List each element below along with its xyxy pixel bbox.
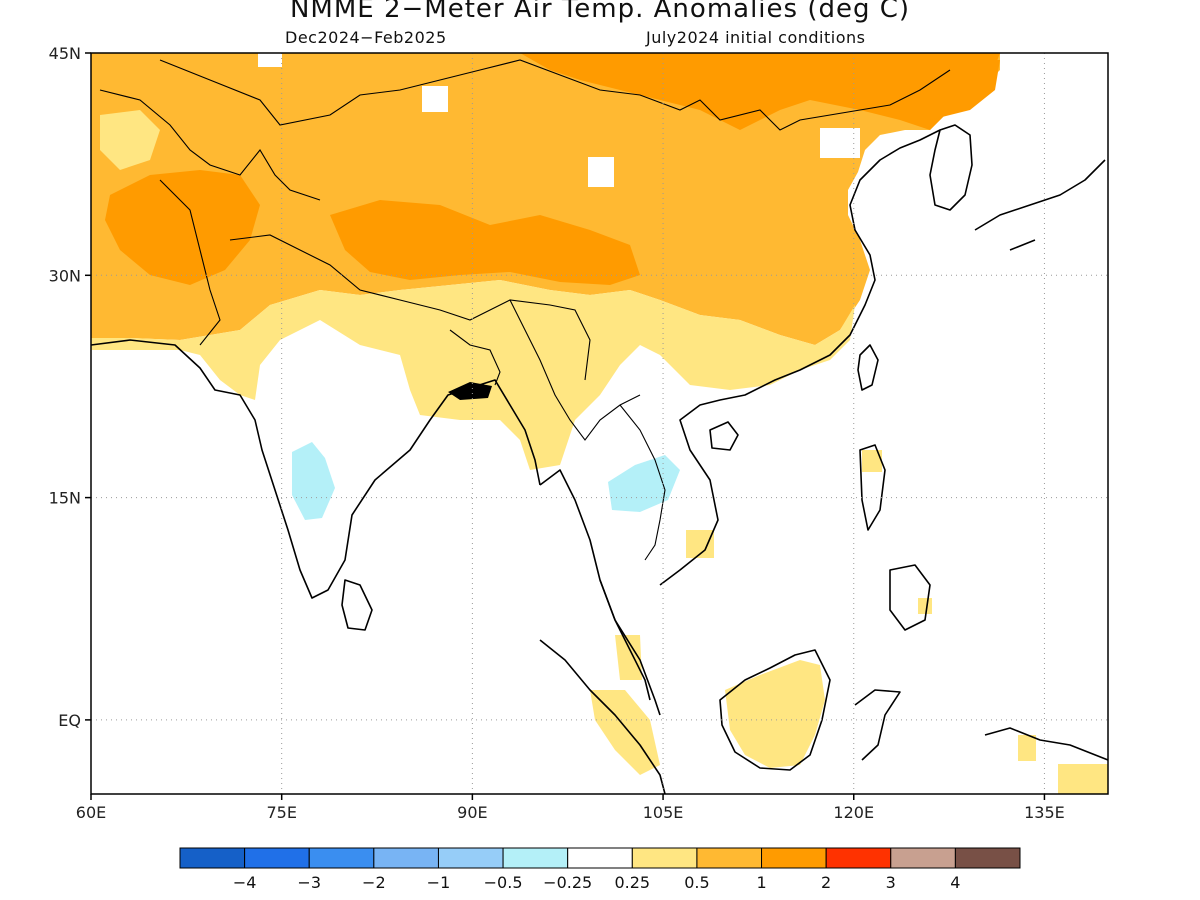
ganges-delta (448, 382, 492, 400)
lon-tick-label: 105E (643, 803, 684, 822)
lon-tick-label: 60E (76, 803, 106, 822)
anomaly-region-0.25-to-0.5-sumatra (590, 690, 660, 775)
colorbar-label: −0.5 (484, 873, 523, 892)
coastline-india (91, 339, 541, 599)
colorbar-swatch (696, 847, 763, 869)
coastline-malaya (599, 579, 651, 701)
coastline-sri-lanka (341, 579, 373, 631)
lat-tick-label: EQ (58, 711, 81, 730)
border-bangladesh (449, 329, 501, 386)
colorbar-swatch (179, 847, 246, 869)
lat-tick-label: 30N (49, 266, 81, 285)
coastline-new-guinea (984, 727, 1108, 761)
coastline-philippines-mindanao (889, 564, 931, 631)
coastline-sulawesi (854, 689, 901, 761)
anomaly-region-0.25-to-0.5-south (91, 280, 855, 470)
colorbar-swatch (244, 847, 310, 869)
country-borders (99, 59, 951, 561)
coastline-philippines-luzon (859, 444, 886, 531)
colorbar-label: −3 (297, 873, 321, 892)
anomaly-region-1-to-2-tibet (330, 200, 640, 285)
map-title: NMME 2−Meter Air Temp. Anomalies (deg C) (289, 0, 911, 24)
map-frame (90, 52, 1109, 795)
colorbar-label: 1 (756, 873, 766, 892)
colorbar-swatch (502, 847, 569, 869)
coastlines (91, 124, 1108, 794)
colorbar-swatch (825, 847, 892, 869)
lon-tick-label: 90E (457, 803, 487, 822)
border-iran-pakistan (159, 179, 221, 346)
anomaly-region-0.25-to-0.5-nw (100, 110, 160, 170)
anomaly-region-0.25-to-0.5-mindanao (918, 598, 932, 614)
lon-tick-label: 75E (266, 803, 296, 822)
border-indochina (619, 404, 666, 561)
border-china-north (159, 59, 951, 131)
coastline-japan (974, 159, 1106, 251)
colorbar-label: −1 (427, 873, 451, 892)
lon-tick-label: 120E (833, 803, 874, 822)
colorbar-label: −2 (362, 873, 386, 892)
longitude-axis: 60E 75E 90E 105E 120E 135E (76, 794, 1065, 822)
colorbar: −4 −3 −2 −1 −0.5 −0.25 0.25 0.5 1 2 3 4 (179, 847, 1021, 892)
coastline-korea (929, 124, 973, 211)
border-central-asia (99, 89, 321, 201)
border-myanmar (509, 299, 641, 441)
colorbar-swatch (373, 847, 439, 869)
colorbar-label: 0.5 (684, 873, 709, 892)
colorbar-swatch (437, 847, 504, 869)
colorbar-swatch (954, 847, 1021, 869)
missing-cell (258, 53, 282, 67)
anomaly-region-neg0.25-to-neg0.5-india (292, 442, 335, 520)
colorbar-label: 4 (950, 873, 960, 892)
colorbar-label: 2 (821, 873, 831, 892)
anomaly-region-0.25-to-0.5-celebes (1018, 735, 1036, 761)
initial-conditions: July2024 initial conditions (646, 28, 866, 47)
colorbar-label: 3 (886, 873, 896, 892)
colorbar-label: −4 (233, 873, 257, 892)
colorbar-swatch (761, 847, 827, 869)
coastline-taiwan (857, 344, 879, 391)
anomaly-region-0.25-to-0.5-philippines (862, 450, 882, 472)
graticule (91, 53, 1108, 794)
lat-tick-label: 45N (49, 44, 81, 63)
coastline-sumatra (539, 639, 666, 794)
latitude-axis: 45N 30N 15N EQ (49, 44, 91, 730)
border-himalaya (229, 234, 591, 381)
anomaly-region-1-to-2-west (105, 170, 260, 285)
forecast-period: Dec2024−Feb2025 (285, 28, 447, 47)
anomaly-region-0.5-to-1-north (91, 53, 1000, 345)
colorbar-swatch (308, 847, 375, 869)
colorbar-swatch (890, 847, 956, 869)
anomaly-region-0.25-to-0.5-borneo (725, 660, 825, 768)
anomaly-region-1-to-2-korea (880, 60, 1000, 120)
missing-cell (422, 86, 448, 112)
coastline-vietnam (659, 129, 941, 586)
colorbar-swatch (567, 847, 633, 869)
anomaly-region-0.25-to-0.5-malaya (615, 635, 642, 680)
lon-tick-label: 135E (1024, 803, 1065, 822)
coastline-hainan (709, 421, 739, 451)
map-plot-area (91, 53, 1108, 794)
lat-tick-label: 15N (49, 489, 81, 508)
colorbar-label: 0.25 (614, 873, 650, 892)
missing-cell (588, 157, 614, 187)
colorbar-swatch (631, 847, 698, 869)
anomaly-region-0.25-to-0.5-png (1058, 764, 1108, 794)
missing-cell (1000, 53, 1108, 173)
colorbar-label: −0.25 (543, 873, 592, 892)
